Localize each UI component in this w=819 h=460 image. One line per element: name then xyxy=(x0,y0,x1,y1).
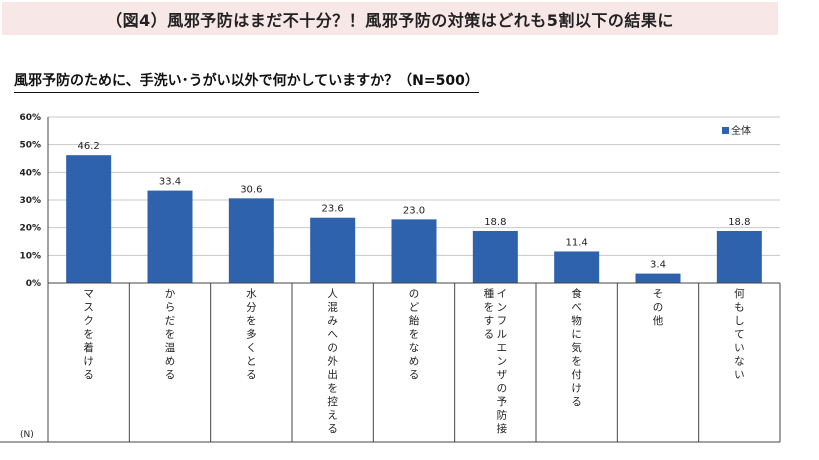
title-banner: （図4）風邪予防はまだ不十分？！風邪予防の対策はどれも5割以下の結果に xyxy=(2,2,778,35)
data-label: 23.6 xyxy=(322,204,344,215)
bar xyxy=(391,219,437,283)
legend-label: 全体 xyxy=(731,124,751,137)
category-label: 何もしていない xyxy=(734,287,745,381)
data-label: 18.8 xyxy=(484,217,506,228)
y-tick-label: 0% xyxy=(26,279,41,289)
bar xyxy=(635,273,681,283)
table-n-label: (N) xyxy=(20,430,34,440)
bar xyxy=(472,230,518,283)
y-tick-label: 30% xyxy=(19,196,41,206)
bar xyxy=(716,230,762,283)
y-tick-label: 20% xyxy=(19,224,41,234)
data-label: 33.4 xyxy=(159,177,181,188)
category-label: 食べ物に気を付ける xyxy=(571,287,582,408)
data-label: 30.6 xyxy=(240,184,262,195)
data-label: 18.8 xyxy=(728,217,750,228)
bar xyxy=(554,251,600,283)
banner-title: （図4）風邪予防はまだ不十分？！風邪予防の対策はどれも5割以下の結果に xyxy=(106,10,674,30)
data-label: 3.4 xyxy=(650,260,666,271)
data-label: 46.2 xyxy=(78,141,100,152)
bar xyxy=(228,198,274,283)
legend-swatch xyxy=(722,127,729,134)
category-label: マスクを着ける xyxy=(83,288,94,381)
category-label: インフルエンザの予防接種をする xyxy=(484,287,508,435)
bar xyxy=(310,217,356,283)
bar xyxy=(66,155,112,283)
y-tick-label: 10% xyxy=(19,251,41,261)
data-label: 11.4 xyxy=(566,237,588,248)
data-label: 23.0 xyxy=(403,205,425,216)
y-tick-label: 60% xyxy=(19,113,41,123)
question-title: 風邪予防のために、手洗い･うがい以外で何かしていますか？（N=500） xyxy=(14,70,479,93)
category-label: からだを温める xyxy=(165,288,176,381)
y-tick-label: 40% xyxy=(19,168,41,178)
category-label: 水分を多くとる xyxy=(246,288,257,381)
category-label: 人混みへの外出を控える xyxy=(327,288,338,435)
y-tick-label: 50% xyxy=(19,141,41,151)
category-label: のど飴をなめる xyxy=(409,288,420,381)
bar xyxy=(147,190,193,283)
category-label: その他 xyxy=(653,288,664,327)
